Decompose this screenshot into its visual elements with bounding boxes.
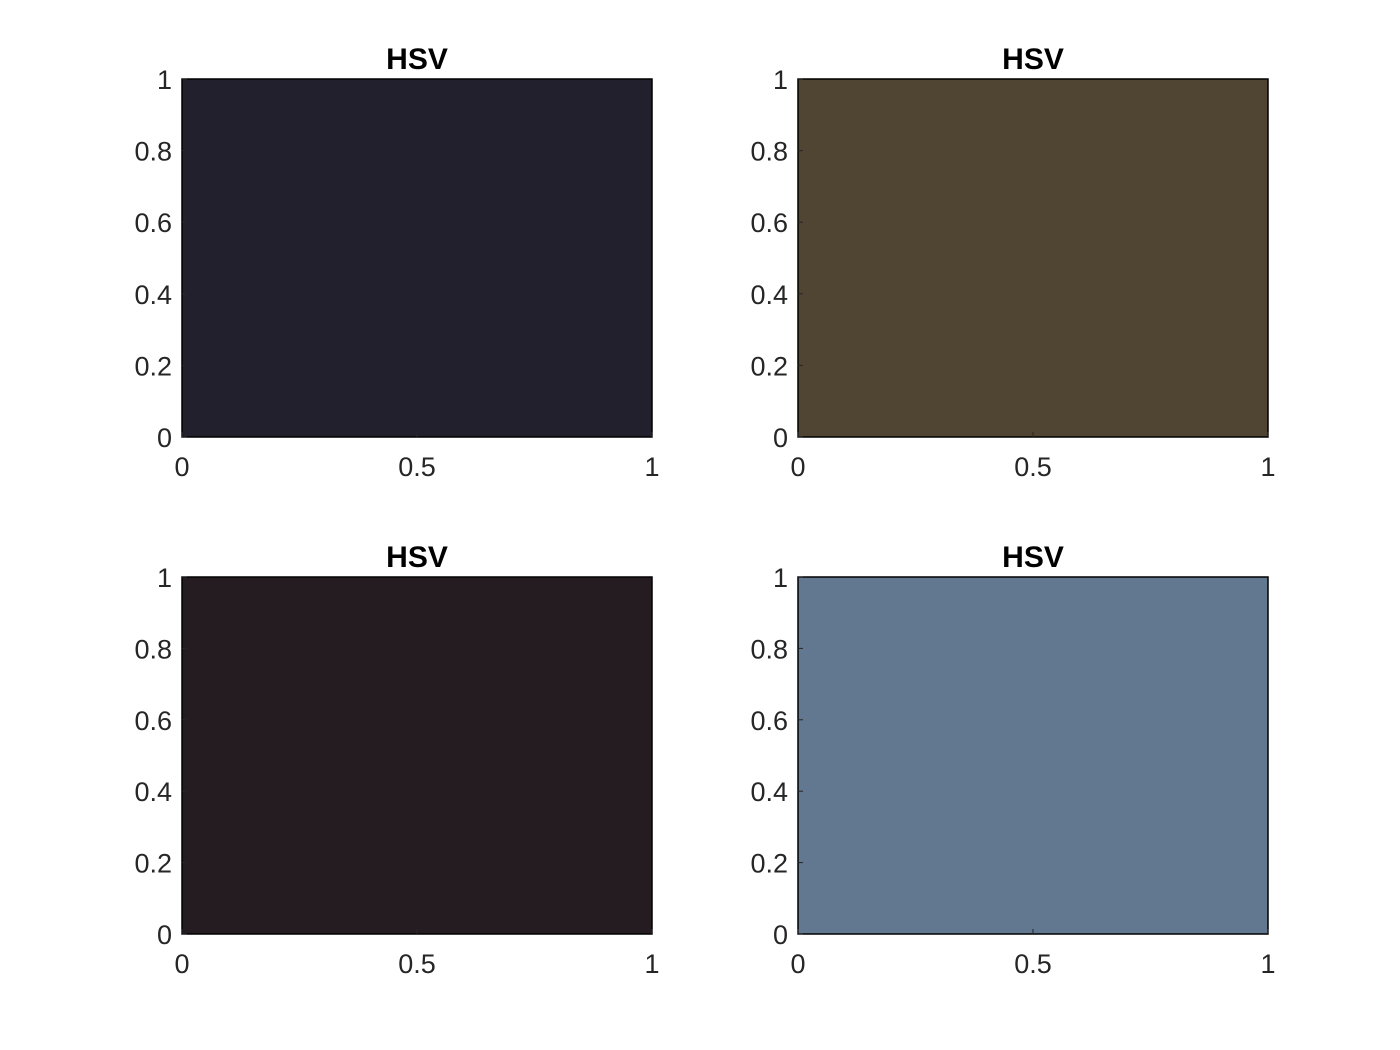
color-patch [182, 79, 652, 437]
chart-title: HSV [1002, 43, 1064, 76]
y-tick-label: 0.6 [134, 706, 172, 736]
y-tick-label: 0.2 [134, 351, 172, 381]
y-tick-label: 0.2 [750, 351, 788, 381]
x-tick-label: 0.5 [1014, 452, 1052, 482]
subplot-3: HSV 0 0.2 0.4 0.6 0.8 1 0 0.5 1 [134, 541, 659, 979]
x-tick-label: 0.5 [398, 452, 436, 482]
y-tick-label: 0.8 [750, 634, 788, 664]
y-tick-label: 1 [773, 65, 788, 95]
y-tick-label: 0.4 [134, 777, 172, 807]
y-tick-label: 0.8 [134, 137, 172, 167]
y-tick-label: 0 [773, 920, 788, 950]
y-tick-label: 0 [773, 423, 788, 453]
y-tick-label: 0.2 [750, 849, 788, 879]
x-tick-label: 0 [174, 452, 189, 482]
y-tick-label: 0.8 [134, 634, 172, 664]
x-tick-label: 0.5 [398, 949, 436, 979]
subplot-2: HSV 0 0.2 0.4 0.6 0.8 1 0 0.5 1 [750, 43, 1275, 482]
x-tick-label: 0.5 [1014, 949, 1052, 979]
color-patch [798, 79, 1268, 437]
y-tick-label: 1 [773, 563, 788, 593]
y-tick-label: 1 [157, 65, 172, 95]
y-tick-label: 0.6 [750, 208, 788, 238]
x-tick-label: 1 [644, 452, 659, 482]
y-tick-label: 0.4 [134, 280, 172, 310]
y-tick-label: 0 [157, 920, 172, 950]
y-tick-label: 1 [157, 563, 172, 593]
x-tick-label: 0 [790, 452, 805, 482]
y-tick-label: 0.6 [134, 208, 172, 238]
x-tick-label: 1 [1260, 949, 1275, 979]
chart-title: HSV [1002, 541, 1064, 574]
y-tick-label: 0.4 [750, 777, 788, 807]
y-tick-label: 0.4 [750, 280, 788, 310]
y-tick-label: 0.6 [750, 706, 788, 736]
y-tick-label: 0.8 [750, 137, 788, 167]
subplot-1: HSV 0 0.2 0.4 0.6 0.8 1 0 0.5 1 [134, 43, 659, 482]
x-tick-label: 1 [1260, 452, 1275, 482]
y-tick-label: 0.2 [134, 849, 172, 879]
x-tick-label: 0 [174, 949, 189, 979]
chart-title: HSV [386, 541, 448, 574]
color-patch [182, 577, 652, 934]
color-patch [798, 577, 1268, 934]
y-tick-label: 0 [157, 423, 172, 453]
x-tick-label: 1 [644, 949, 659, 979]
chart-title: HSV [386, 43, 448, 76]
x-tick-label: 0 [790, 949, 805, 979]
subplot-4: HSV 0 0.2 0.4 0.6 0.8 1 0 0.5 1 [750, 541, 1275, 979]
